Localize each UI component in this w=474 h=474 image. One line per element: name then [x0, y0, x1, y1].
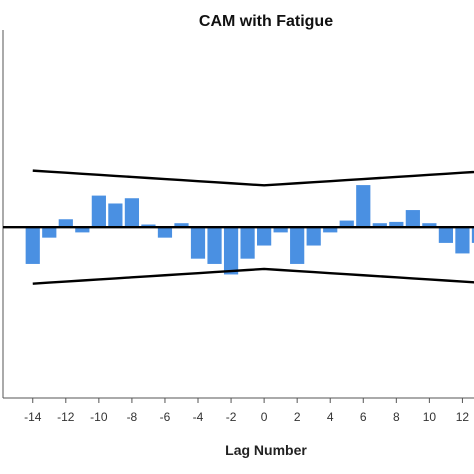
bar-lag-7	[372, 223, 387, 228]
lower-confidence-limit	[32, 267, 474, 285]
bar-lag--6	[157, 227, 173, 238]
bar-lag-12	[455, 227, 470, 254]
x-tick-label--4: -4	[193, 410, 204, 424]
x-axis-label: Lag Number	[225, 442, 307, 458]
x-tick-label-2: 2	[294, 410, 301, 424]
bar-lag-4	[323, 227, 338, 233]
bar-lag-6	[356, 185, 371, 228]
bar-lag-3	[306, 227, 321, 246]
bar-lag--4	[190, 227, 206, 259]
bar-lag-10	[422, 223, 437, 228]
upper-confidence-limit	[32, 169, 474, 187]
bar-lag--7	[141, 224, 156, 228]
bar-lag--1	[240, 227, 255, 259]
bar-lag--11	[75, 227, 90, 233]
x-tick-label--6: -6	[160, 410, 171, 424]
x-tick-label--12: -12	[57, 410, 75, 424]
x-tick-label-8: 8	[393, 410, 400, 424]
bar-lag-9	[405, 210, 420, 228]
bar-lag--5	[174, 223, 189, 228]
bar-lag--12	[58, 219, 73, 228]
bar-lag-1	[273, 227, 288, 233]
bar-lag-0	[257, 227, 272, 246]
bar-lag-8	[389, 221, 404, 228]
bar-lag-2	[290, 227, 305, 264]
x-tick-label-6: 6	[360, 410, 367, 424]
x-tick-label--8: -8	[127, 410, 138, 424]
bar-lag--8	[124, 198, 140, 228]
bar-lag--3	[207, 227, 222, 264]
bar-lag-11	[438, 227, 454, 243]
x-tick-label--2: -2	[226, 410, 237, 424]
bar-lag-5	[339, 220, 354, 228]
x-tick-label-0: 0	[261, 410, 268, 424]
chart-title: CAM with Fatigue	[199, 13, 333, 30]
bar-lag--10	[91, 195, 106, 228]
bar-lag--2	[223, 227, 239, 275]
x-tick-label-4: 4	[327, 410, 334, 424]
x-tick-label-12: 12	[456, 410, 470, 424]
x-tick-label--14: -14	[24, 410, 42, 424]
bar-lag--14	[25, 227, 40, 264]
x-tick-label-10: 10	[423, 410, 437, 424]
bar-lag--13	[42, 227, 57, 238]
bar-lag--9	[108, 203, 123, 228]
x-tick-label--10: -10	[90, 410, 108, 424]
bar-lag-13	[471, 227, 474, 243]
plot-area: -14 -12 -10 -8 -6 -4 -2 0 2 4 6 8 10 12	[2, 30, 474, 424]
